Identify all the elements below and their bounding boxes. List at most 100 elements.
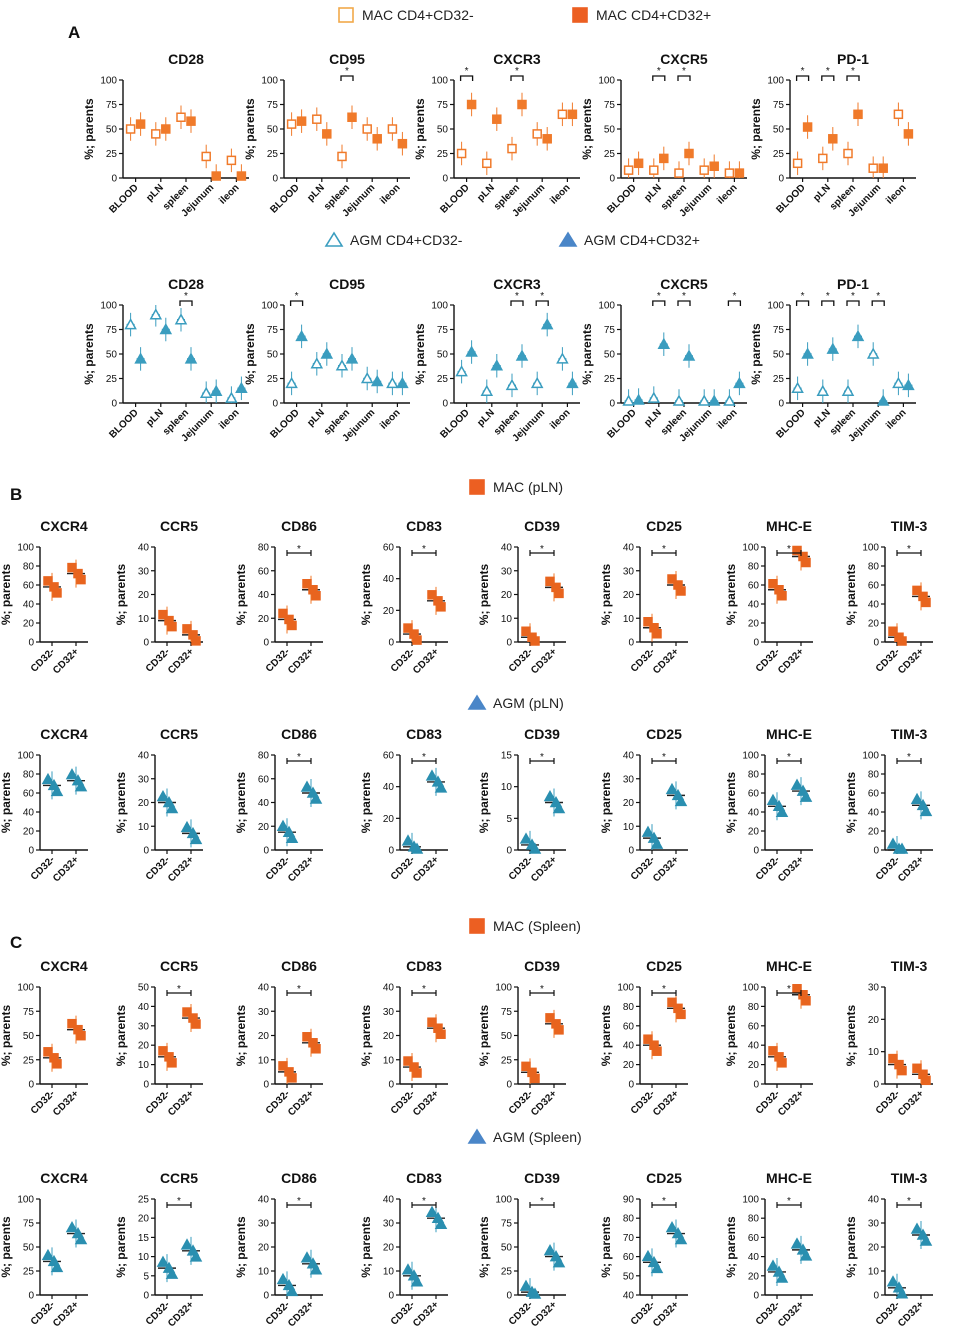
y-tick-label: 5 [143,1271,149,1282]
chart-title: CD39 [524,958,560,974]
y-axis-label: %; parents [114,564,128,626]
significance-star: * [826,66,830,77]
data-point [674,168,684,178]
data-point [768,1046,778,1056]
y-tick-label: 50 [106,350,118,361]
data-point [876,394,890,406]
y-tick-label: 0 [442,399,448,410]
data-point [542,134,552,144]
y-tick-label: 30 [138,1021,150,1032]
y-tick-label: 60 [258,566,270,577]
y-tick-label: 75 [501,1219,513,1230]
chart-title: CD28 [168,276,204,292]
y-tick-label: 0 [442,174,448,185]
data-point [676,1009,686,1020]
x-tick-label: pLN [305,182,327,204]
data-point [161,124,171,134]
x-tick-label: ileon [884,407,908,431]
data-point [775,805,789,818]
y-axis-label: %; parents [724,564,738,626]
chart-title: CD39 [524,1170,560,1186]
y-axis-label: %; parents [580,98,594,160]
y-tick-label: 10 [383,1267,395,1278]
data-point [211,171,221,181]
y-tick-label: 50 [604,125,616,136]
y-tick-label: 75 [501,1007,513,1018]
data-point [285,831,299,843]
x-tick-label: CD32+ [286,854,316,884]
y-axis-label: %; parents [243,323,257,385]
significance-star: * [540,291,544,302]
chart-title: CD28 [168,51,204,67]
data-point [676,586,686,596]
y-tick-label: 15 [138,1233,150,1244]
significance-bracket [727,300,742,306]
data-point [41,1248,55,1261]
y-tick-label: 50 [23,1243,35,1254]
chart-title: CD86 [281,958,317,974]
y-tick-label: 75 [106,325,118,336]
chart-title: CD25 [646,726,682,742]
legend-label: AGM (Spleen) [493,1129,582,1145]
significance-star: * [540,752,544,763]
chart-title: CD39 [524,726,560,742]
significance-star: * [787,544,791,555]
data-point [65,1221,79,1233]
data-point [828,134,838,144]
y-tick-label: 0 [111,174,117,185]
data-point [412,1068,422,1078]
x-tick-label: BLOOD [774,407,807,440]
y-tick-label: 0 [506,1291,512,1302]
y-axis-label: %; parents [82,98,96,160]
y-tick-label: 100 [431,301,448,312]
y-axis-label: %; parents [724,1216,738,1278]
x-tick-label: BLOOD [605,182,638,215]
y-tick-label: 20 [748,827,760,838]
x-tick-label: CD32+ [166,854,196,884]
legend-marker [558,231,578,247]
y-tick-label: 100 [862,543,879,554]
data-point [919,804,933,817]
y-axis-label: %; parents [114,1216,128,1278]
y-tick-label: 50 [501,1243,513,1254]
y-axis-label: %; parents [82,323,96,385]
chart-title: MHC-E [766,518,812,534]
y-tick-label: 70 [623,1233,635,1244]
chart-title: CXCR3 [493,276,541,292]
data-point [530,376,544,389]
chart-title: CD83 [406,726,442,742]
y-axis-label: %; parents [724,1005,738,1067]
y-tick-label: 10 [383,1055,395,1066]
y-tick-label: 75 [267,325,279,336]
data-point [65,768,79,780]
significance-star: * [540,1196,544,1207]
y-tick-label: 10 [623,614,635,625]
y-tick-label: 30 [138,566,150,577]
y-tick-label: 100 [598,301,615,312]
y-tick-label: 30 [383,1007,395,1018]
significance-bracket [510,300,524,306]
data-point [149,308,163,320]
y-axis-label: %; parents [749,98,763,160]
significance-star: * [682,291,686,302]
y-tick-label: 40 [258,590,270,601]
y-tick-label: 25 [773,374,785,385]
data-point [276,819,290,831]
y-tick-label: 50 [138,983,150,994]
y-axis-label: %; parents [114,772,128,834]
data-point [372,134,382,144]
y-axis-label: %; parents [477,1005,491,1067]
x-tick-label: BLOOD [438,182,471,215]
x-tick-label: CD32+ [51,854,81,884]
y-tick-label: 25 [23,1267,35,1278]
y-tick-label: 100 [17,543,34,554]
y-tick-label: 75 [23,1007,35,1018]
data-point [633,158,644,169]
data-point [684,148,694,159]
x-tick-label: CD32+ [651,646,681,676]
y-tick-label: 0 [778,174,784,185]
significance-star: * [422,984,426,995]
data-point [165,801,179,814]
x-tick-label: CD32+ [411,1299,441,1329]
